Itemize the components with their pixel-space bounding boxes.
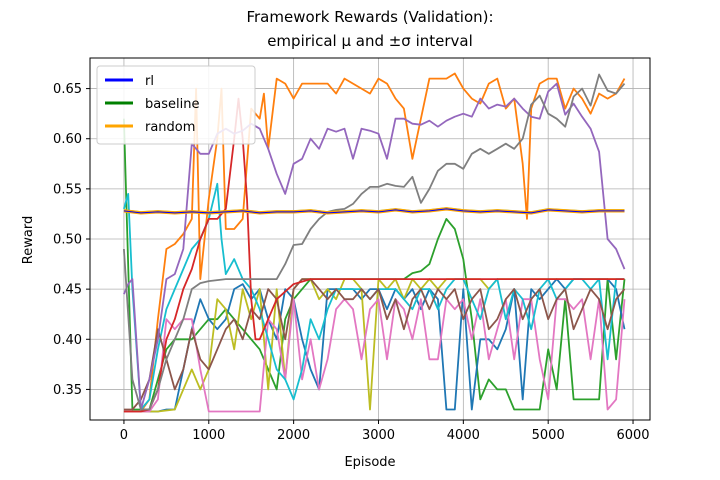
- series-lines: [123, 72, 626, 413]
- chart-title-line-2: empirical μ and ±σ interval: [267, 32, 473, 50]
- x-axis-label: Episode: [344, 455, 395, 470]
- series-line-gray: [123, 73, 626, 411]
- legend-label-rl: rl: [145, 74, 154, 89]
- legend-label-random: random: [145, 120, 195, 135]
- legend: rl baseline random: [96, 65, 256, 145]
- x-tick-label: 5000: [532, 428, 565, 443]
- y-tick-label: 0.35: [53, 383, 82, 398]
- series-line-blue-tab: [123, 278, 626, 413]
- series-line-brown: [123, 278, 626, 411]
- x-tick-label: 2000: [277, 428, 310, 443]
- legend-box: [96, 65, 256, 145]
- x-tick-label: 3000: [362, 428, 395, 443]
- x-tick-label: 4000: [447, 428, 480, 443]
- series-line-orange-tab: [123, 72, 626, 413]
- series-line-pink: [123, 298, 626, 413]
- x-tick-label: 6000: [616, 428, 649, 443]
- x-tick-label: 0: [120, 428, 128, 443]
- y-tick-label: 0.55: [53, 182, 82, 197]
- series-line-rl-mean: [123, 208, 625, 214]
- series-line-purple: [123, 82, 626, 411]
- y-tick-label: 0.40: [53, 333, 82, 348]
- x-tick-label: 1000: [192, 428, 225, 443]
- chart-title-line-1: Framework Rewards (Validation):: [246, 8, 493, 26]
- y-tick-label: 0.50: [53, 233, 82, 248]
- axis-ticks: 0 1000 2000 3000 4000 5000 6000 0.35 0.40 0.45 0.5…: [53, 82, 650, 443]
- legend-label-baseline: baseline: [145, 97, 199, 112]
- y-tick-label: 0.60: [53, 132, 82, 147]
- y-tick-label: 0.65: [53, 82, 82, 97]
- y-tick-label: 0.45: [53, 283, 82, 298]
- series-line-red: [123, 97, 625, 413]
- y-axis-label: Reward: [21, 216, 36, 264]
